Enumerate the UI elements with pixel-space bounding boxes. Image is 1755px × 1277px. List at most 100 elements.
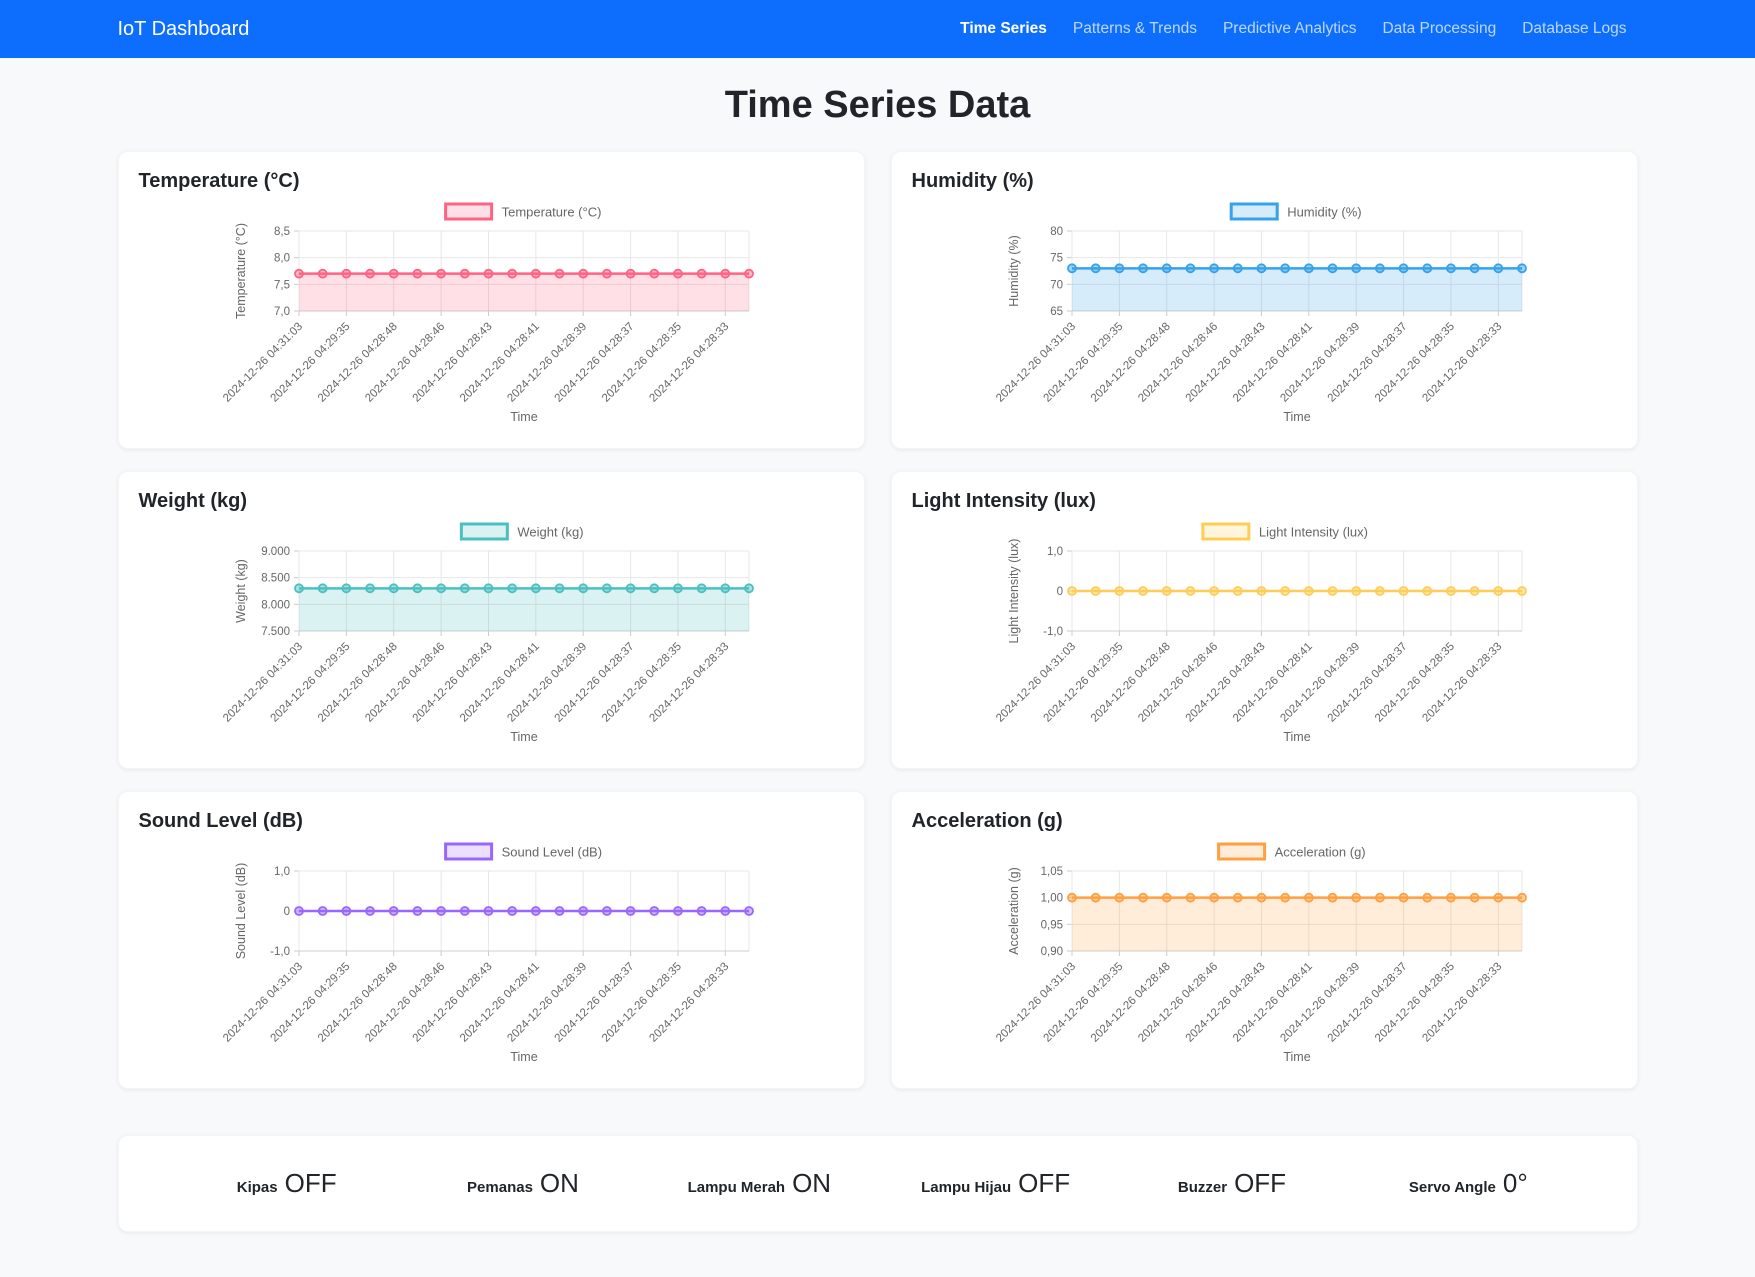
- charts-grid: Temperature (°C) Temperature (°C) 8,5 8,0 7,…: [117, 151, 1638, 1089]
- chart-canvas-2[interactable]: Weight (kg) 9.000 8.500 8.000 7.500 2024-12-2…: [187, 521, 807, 749]
- chart-legend[interactable]: Acceleration (g): [1216, 842, 1365, 861]
- status-card: Kipas OFF Pemanas ON Lampu Merah ON Lampu Hija…: [117, 1135, 1638, 1232]
- svg-text:2024-12-26 04:28:35: 2024-12-26 04:28:35: [600, 961, 684, 1045]
- svg-text:2024-12-26 04:28:35: 2024-12-26 04:28:35: [1373, 321, 1457, 405]
- svg-text:Light Intensity (lux): Light Intensity (lux): [1258, 525, 1367, 540]
- chart-card-1: Humidity (%) Humidity (%) 80 75 70 65 2024-12-…: [890, 151, 1638, 449]
- svg-text:2024-12-26 04:28:43: 2024-12-26 04:28:43: [410, 321, 494, 405]
- svg-text:7.500: 7.500: [261, 626, 290, 638]
- svg-text:Weight (kg): Weight (kg): [234, 559, 248, 623]
- svg-text:2024-12-26 04:31:03: 2024-12-26 04:31:03: [221, 321, 305, 405]
- chart-area-fill: [1071, 897, 1522, 951]
- nav-item-time-series[interactable]: Time Series: [960, 20, 1047, 37]
- svg-text:2024-12-26 04:29:35: 2024-12-26 04:29:35: [1041, 961, 1125, 1045]
- svg-text:Acceleration (g): Acceleration (g): [1274, 845, 1365, 860]
- svg-text:2024-12-26 04:28:39: 2024-12-26 04:28:39: [505, 961, 589, 1045]
- svg-text:9.000: 9.000: [261, 546, 290, 558]
- chart-canvas-3[interactable]: Light Intensity (lux) 1,0 0 -1,0 2024-12-26 …: [960, 521, 1580, 749]
- status-item-lampu-hijau: Lampu Hijau OFF: [877, 1168, 1113, 1199]
- chart-canvas-5[interactable]: Acceleration (g) 1,05 1,00 0,95 0,90 2024-12-…: [960, 841, 1580, 1069]
- svg-text:Weight (kg): Weight (kg): [517, 525, 583, 540]
- svg-text:2024-12-26 04:29:35: 2024-12-26 04:29:35: [268, 961, 352, 1045]
- svg-text:2024-12-26 04:31:03: 2024-12-26 04:31:03: [994, 641, 1078, 725]
- nav-links: Time Series Patterns & Trends Predictive A…: [949, 14, 1637, 44]
- svg-text:2024-12-26 04:28:33: 2024-12-26 04:28:33: [647, 641, 731, 725]
- svg-text:80: 80: [1050, 226, 1063, 238]
- status-value: OFF: [284, 1168, 337, 1198]
- svg-text:2024-12-26 04:28:43: 2024-12-26 04:28:43: [1183, 641, 1267, 725]
- svg-text:75: 75: [1050, 253, 1063, 265]
- svg-text:8,5: 8,5: [274, 226, 290, 238]
- svg-text:1,0: 1,0: [1047, 546, 1063, 558]
- main-container: Temperature (°C) Temperature (°C) 8,5 8,0 7,…: [117, 151, 1638, 1232]
- nav-item-predictive-analytics[interactable]: Predictive Analytics: [1222, 20, 1357, 37]
- status-item-buzzer: Buzzer OFF: [1114, 1168, 1350, 1199]
- svg-text:-1,0: -1,0: [270, 946, 290, 958]
- status-value: OFF: [1018, 1168, 1071, 1198]
- chart-legend[interactable]: Weight (kg): [459, 522, 583, 541]
- svg-text:1,00: 1,00: [1040, 893, 1062, 905]
- brand-link[interactable]: IoT Dashboard: [117, 17, 250, 40]
- chart-canvas-0[interactable]: Temperature (°C) 8,5 8,0 7,5 7,0 2024-12-26 0…: [187, 201, 807, 429]
- status-label: Servo Angle: [1408, 1179, 1496, 1196]
- status-label: Lampu Merah: [687, 1179, 786, 1196]
- svg-text:2024-12-26 04:28:33: 2024-12-26 04:28:33: [1420, 641, 1504, 725]
- svg-text:0,90: 0,90: [1040, 946, 1062, 958]
- chart-area-fill: [298, 273, 749, 311]
- status-value: ON: [792, 1168, 832, 1198]
- svg-text:2024-12-26 04:28:41: 2024-12-26 04:28:41: [1230, 961, 1314, 1045]
- chart-wrap: Weight (kg) 9.000 8.500 8.000 7.500 2024-12-2…: [187, 521, 844, 754]
- status-value: 0°: [1502, 1168, 1528, 1198]
- svg-text:2024-12-26 04:28:41: 2024-12-26 04:28:41: [1230, 641, 1314, 725]
- svg-text:Humidity (%): Humidity (%): [1287, 205, 1361, 220]
- svg-text:2024-12-26 04:28:37: 2024-12-26 04:28:37: [1325, 641, 1409, 725]
- svg-text:2024-12-26 04:28:35: 2024-12-26 04:28:35: [1373, 961, 1457, 1045]
- svg-text:2024-12-26 04:28:39: 2024-12-26 04:28:39: [1278, 641, 1362, 725]
- svg-text:1,05: 1,05: [1040, 866, 1062, 878]
- chart-card-3: Light Intensity (lux) Light Intensity (lu…: [890, 471, 1638, 769]
- chart-card-4: Sound Level (dB) Sound Level (dB) 1,0 0 -1,0…: [117, 791, 865, 1089]
- status-value: ON: [539, 1168, 579, 1198]
- svg-text:2024-12-26 04:28:46: 2024-12-26 04:28:46: [363, 641, 447, 725]
- svg-text:2024-12-26 04:29:35: 2024-12-26 04:29:35: [1041, 641, 1125, 725]
- chart-wrap: Temperature (°C) 8,5 8,0 7,5 7,0 2024-12-26 0…: [187, 201, 844, 434]
- status-label: Lampu Hijau: [921, 1179, 1012, 1196]
- svg-text:2024-12-26 04:28:48: 2024-12-26 04:28:48: [1088, 641, 1172, 725]
- chart-card-0: Temperature (°C) Temperature (°C) 8,5 8,0 7,…: [117, 151, 865, 449]
- navbar: IoT Dashboard Time Series Patterns & Tren…: [0, 0, 1755, 58]
- chart-wrap: Sound Level (dB) 1,0 0 -1,0 2024-12-26 04:31…: [187, 841, 844, 1074]
- nav-item-patterns-trends[interactable]: Patterns & Trends: [1072, 20, 1197, 37]
- svg-text:0,95: 0,95: [1040, 919, 1062, 931]
- svg-text:2024-12-26 04:28:41: 2024-12-26 04:28:41: [457, 321, 541, 405]
- nav-item-database-logs[interactable]: Database Logs: [1522, 20, 1627, 37]
- svg-text:2024-12-26 04:28:37: 2024-12-26 04:28:37: [552, 641, 636, 725]
- svg-text:Time: Time: [510, 1050, 537, 1064]
- nav-item-data-processing[interactable]: Data Processing: [1382, 20, 1497, 37]
- svg-text:Time: Time: [1283, 1050, 1310, 1064]
- svg-text:2024-12-26 04:28:35: 2024-12-26 04:28:35: [600, 641, 684, 725]
- svg-text:0: 0: [1056, 586, 1062, 598]
- status-item-pemanas: Pemanas ON: [405, 1168, 641, 1199]
- chart-legend[interactable]: Light Intensity (lux): [1200, 522, 1367, 541]
- status-value: OFF: [1234, 1168, 1287, 1198]
- svg-text:2024-12-26 04:28:35: 2024-12-26 04:28:35: [1373, 641, 1457, 725]
- chart-legend[interactable]: Sound Level (dB): [443, 842, 602, 861]
- svg-text:2024-12-26 04:28:37: 2024-12-26 04:28:37: [1325, 961, 1409, 1045]
- chart-legend[interactable]: Humidity (%): [1229, 202, 1361, 221]
- chart-card-title: Acceleration (g): [911, 810, 1063, 832]
- chart-canvas-4[interactable]: Sound Level (dB) 1,0 0 -1,0 2024-12-26 04:31…: [187, 841, 807, 1069]
- svg-text:2024-12-26 04:28:46: 2024-12-26 04:28:46: [1136, 321, 1220, 405]
- chart-legend[interactable]: Temperature (°C): [443, 202, 601, 221]
- svg-text:7,0: 7,0: [274, 306, 290, 318]
- svg-text:2024-12-26 04:28:41: 2024-12-26 04:28:41: [457, 961, 541, 1045]
- svg-text:2024-12-26 04:28:43: 2024-12-26 04:28:43: [410, 641, 494, 725]
- svg-text:1,0: 1,0: [274, 866, 290, 878]
- svg-text:Time: Time: [510, 730, 537, 744]
- chart-card-title: Light Intensity (lux): [911, 490, 1096, 512]
- svg-text:2024-12-26 04:28:39: 2024-12-26 04:28:39: [505, 321, 589, 405]
- svg-text:2024-12-26 04:28:43: 2024-12-26 04:28:43: [1183, 321, 1267, 405]
- svg-text:2024-12-26 04:28:33: 2024-12-26 04:28:33: [1420, 321, 1504, 405]
- svg-text:Sound Level (dB): Sound Level (dB): [234, 863, 248, 960]
- svg-text:Sound Level (dB): Sound Level (dB): [501, 845, 601, 860]
